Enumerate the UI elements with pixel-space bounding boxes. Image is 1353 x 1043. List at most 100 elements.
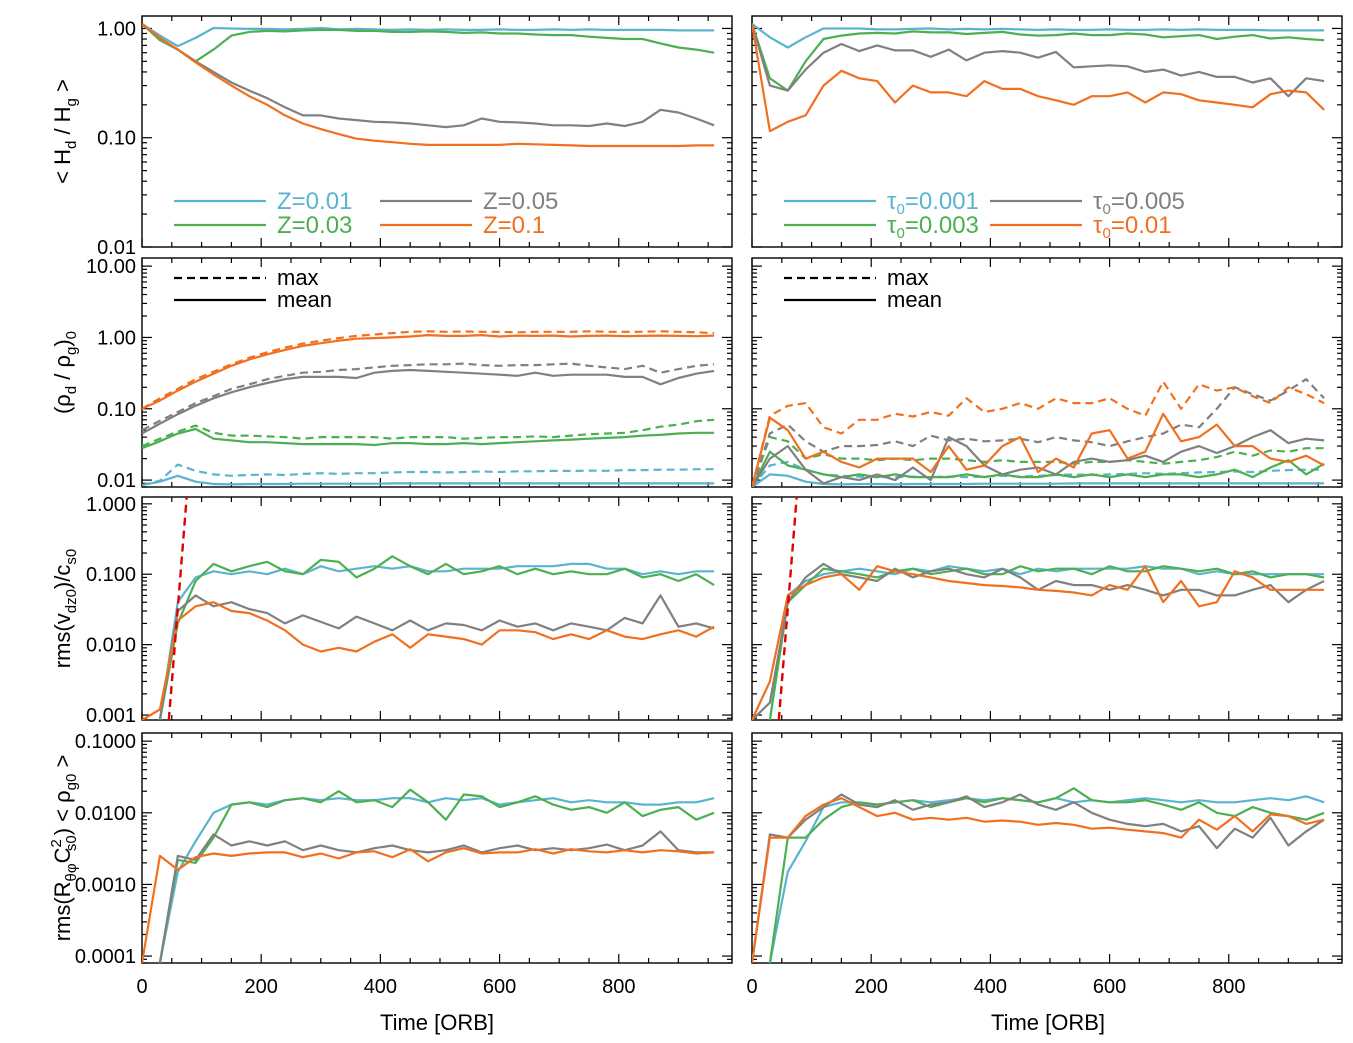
series-group: [752, 497, 1325, 720]
y-tick-label: 1.000: [86, 494, 136, 516]
series-group: [142, 22, 715, 148]
series-line-solid: [142, 474, 715, 487]
series-group: [752, 378, 1325, 487]
y-tick-label: 0.01: [97, 237, 136, 259]
series-line-solid: [142, 601, 715, 720]
series-line-solid: [158, 788, 715, 963]
series-line-solid: [158, 830, 715, 963]
x-axis-labels: Time [ORB] Time [ORB]: [380, 1010, 1105, 1035]
x-tick-label: 200: [245, 976, 278, 998]
series-group: [752, 787, 1325, 963]
legend-label: τ0=0.01: [1093, 212, 1172, 242]
y-tick-label: 0.01: [97, 470, 136, 492]
series-line-solid: [752, 793, 1325, 963]
series-group: [142, 497, 715, 720]
series-line-solid: [752, 412, 1325, 487]
series-line-solid: [752, 23, 1325, 49]
x-tick-label: 600: [1093, 976, 1126, 998]
panel-frame: [751, 732, 1343, 964]
series-line-solid: [752, 565, 1325, 720]
panel-vdz-right: [751, 496, 1343, 721]
xlabel-left: Time [ORB]: [380, 1010, 494, 1035]
xlabel-right: Time [ORB]: [991, 1010, 1105, 1035]
panel-frame: [751, 496, 1343, 721]
series-line-dashed: [142, 463, 715, 487]
legend-label: Z=0.1: [483, 212, 545, 239]
growth-rate-line: [777, 497, 798, 720]
y-tick-label: 0.001: [86, 705, 136, 727]
series-line-solid: [752, 23, 1325, 133]
series-line-dashed: [142, 362, 715, 432]
legend-label: Z=0.01: [277, 188, 352, 215]
y-axis-label: (ρd / ρg)0: [50, 331, 80, 414]
x-tick-label: 200: [855, 976, 888, 998]
panel-frame: [141, 257, 733, 488]
x-tick-label: 600: [483, 976, 516, 998]
x-tick-label: 0: [746, 976, 757, 998]
legend-label: τ0=0.001: [887, 188, 979, 218]
panel-frame: [141, 15, 733, 248]
y-tick-label: 0.1000: [75, 731, 136, 753]
legend-label: τ0=0.005: [1093, 188, 1185, 218]
y-tick-label: 0.10: [97, 128, 136, 150]
series-line-solid: [752, 562, 1325, 720]
x-tick-label: 800: [602, 976, 635, 998]
series-line-solid: [752, 23, 1325, 92]
y-axis-label: rms(RθφC2s0) < ρg0 >: [48, 755, 80, 942]
series-line-solid: [142, 334, 715, 410]
legend-label: max: [887, 265, 929, 290]
series-line-dashed: [752, 380, 1325, 487]
legend-label: τ0=0.003: [887, 212, 979, 242]
panel-hd-left: 0.01 0.10 1.00 < Hd / Hg > Z=0.01Z=0.03 Z=0.0…: [50, 15, 733, 259]
y-tick-label: 0.010: [86, 635, 136, 657]
legend-label: max: [277, 265, 319, 290]
series-line-dashed: [752, 436, 1325, 487]
x-tick-label: 400: [364, 976, 397, 998]
legend-label: Z=0.03: [277, 212, 352, 239]
panel-rt-left: 0.0001 0.0010 0.0100 0.1000 0 200 400 600 800 rms…: [48, 731, 733, 998]
panels-group: 0.01 0.10 1.00 < Hd / Hg > Z=0.01Z=0.03 Z=0.0…: [48, 15, 1343, 998]
series-line-dashed: [752, 378, 1325, 487]
panel-frame: [751, 15, 1343, 248]
series-line-solid: [768, 565, 1325, 720]
series-line-solid: [752, 23, 1325, 98]
y-axis-label: rms(vdz0)/cs0: [50, 549, 80, 668]
y-tick-label: 0.100: [86, 564, 136, 586]
panel-rt-right: 0 200 400 600 800: [746, 732, 1343, 998]
series-line-dashed: [142, 418, 715, 448]
series-line-solid: [752, 429, 1325, 487]
series-line-solid: [142, 23, 715, 148]
x-tick-label: 800: [1212, 976, 1245, 998]
panel-frame: [751, 257, 1343, 488]
y-tick-label: 0.0001: [75, 946, 136, 968]
series-group: [142, 330, 715, 487]
series-line-solid: [752, 473, 1325, 487]
series-line-dashed: [142, 330, 715, 410]
series-line-solid: [158, 562, 715, 720]
y-tick-label: 1.00: [97, 18, 136, 40]
series-line-solid: [158, 594, 715, 720]
series-line-solid: [752, 450, 1325, 487]
legend-label: mean: [887, 287, 942, 312]
series-line-solid: [142, 23, 715, 63]
panel-frame: [141, 496, 733, 721]
series-line-solid: [158, 555, 715, 720]
y-tick-label: 10.00: [86, 256, 136, 278]
series-line-solid: [142, 22, 715, 48]
growth-rate-line: [167, 497, 188, 720]
legend-label: mean: [277, 287, 332, 312]
panel-vdz-left: 0.001 0.010 0.100 1.000 rms(vdz0)/cs0: [50, 494, 733, 727]
series-group: [752, 23, 1325, 133]
series-line-solid: [142, 427, 715, 450]
series-line-solid: [142, 368, 715, 435]
y-tick-label: 0.10: [97, 399, 136, 421]
series-line-solid: [142, 23, 715, 129]
series-line-solid: [752, 797, 1325, 963]
y-tick-label: 0.0010: [75, 874, 136, 896]
panel-frame: [141, 732, 733, 964]
legend-label: Z=0.05: [483, 188, 558, 215]
